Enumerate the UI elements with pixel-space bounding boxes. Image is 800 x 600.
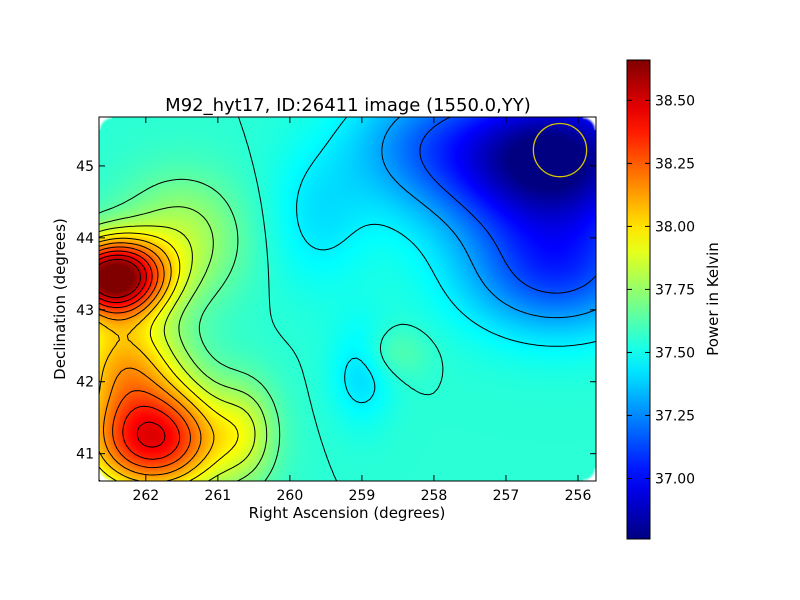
contour-level-0 xyxy=(419,116,597,294)
colorbar-tick-label: 37.75 xyxy=(655,282,695,298)
colorbar-tick-label: 37.00 xyxy=(655,471,695,487)
contour-level-11 xyxy=(98,250,181,460)
x-axis: 262 261 260 259 258 257 256 xyxy=(132,117,591,504)
x-tick-label: 261 xyxy=(204,488,231,504)
contour-level-10 xyxy=(98,246,191,469)
y-axis-label: Declination (degrees) xyxy=(51,218,69,380)
contour-lines xyxy=(98,116,597,482)
colorbar-tick-label: 38.50 xyxy=(655,93,695,109)
contour-level-2 xyxy=(296,116,597,404)
y-tick-label: 44 xyxy=(76,231,94,247)
colorbar-label: Power in Kelvin xyxy=(704,242,722,356)
contour-level-8 xyxy=(98,237,215,482)
contour-level-13 xyxy=(98,258,141,299)
y-tick-label: 43 xyxy=(76,303,94,319)
heatmap-image xyxy=(99,117,596,481)
contour-level-6 xyxy=(98,225,256,482)
contour-level-1 xyxy=(381,116,597,319)
plot-area xyxy=(98,116,597,482)
y-axis: 41 42 43 44 45 xyxy=(76,159,596,463)
x-axis-label: Right Ascension (degrees) xyxy=(249,504,446,522)
contour-level-4 xyxy=(98,178,281,482)
contour-level-7 xyxy=(98,232,239,482)
colorbar-tick-label: 37.50 xyxy=(655,345,695,361)
contour-level-5 xyxy=(98,206,268,482)
y-tick-label: 42 xyxy=(76,375,94,391)
chart-title: M92_hyt17, ID:26411 image (1550.0,YY) xyxy=(165,95,531,116)
x-tick-label: 262 xyxy=(132,488,159,504)
colorbar-ticks: 37.00 37.25 37.50 37.75 38.00 38.25 38.50 xyxy=(627,93,695,487)
colorbar-tick-label: 37.25 xyxy=(655,408,695,424)
contour-level-3 xyxy=(237,116,444,482)
x-tick-label: 259 xyxy=(349,488,376,504)
y-tick-label: 45 xyxy=(76,159,94,175)
y-tick-label: 41 xyxy=(76,447,94,463)
colorbar-gradient xyxy=(627,60,650,539)
colorbar-tick-label: 38.00 xyxy=(655,219,695,235)
plot-frame xyxy=(98,116,597,482)
contour-level-9 xyxy=(98,242,202,476)
colorbar-tick-label: 38.25 xyxy=(655,156,695,172)
x-tick-label: 256 xyxy=(565,488,592,504)
colorbar-frame xyxy=(626,59,651,540)
x-tick-label: 260 xyxy=(277,488,304,504)
x-tick-label: 258 xyxy=(421,488,448,504)
colorbar: 37.00 37.25 37.50 37.75 38.00 38.25 38.50 Powe… xyxy=(626,59,722,540)
beam-marker xyxy=(532,122,588,178)
x-tick-label: 257 xyxy=(493,488,520,504)
contour-level-12 xyxy=(98,254,166,448)
